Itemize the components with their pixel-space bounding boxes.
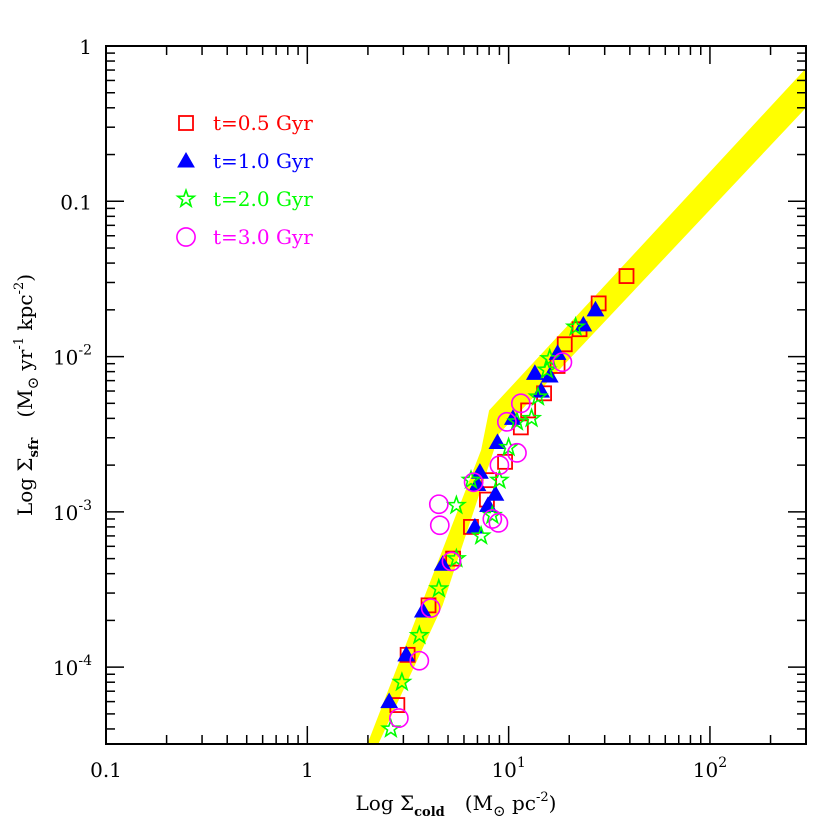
legend-marker-square [178, 115, 194, 131]
x-tick-label: 0.1 [90, 758, 122, 782]
data-point-star [460, 468, 482, 490]
x-tick-label: 101 [491, 755, 525, 782]
y-tick-label: 0.1 [60, 190, 92, 214]
data-point-square [399, 646, 416, 663]
series-4 [388, 352, 573, 728]
data-point-circle [429, 515, 450, 536]
data-point-star [391, 671, 413, 692]
data-point-circle [488, 512, 509, 533]
x-tick-label: 1 [301, 758, 314, 782]
data-point-star [520, 407, 543, 428]
data-point-square [520, 402, 537, 419]
data-point-square [618, 268, 635, 284]
legend-item: t=1.0 Gyr [177, 149, 313, 173]
data-point-circle [489, 455, 510, 476]
legend-item: t=0.5 Gyr [178, 111, 313, 135]
y-tick-label: 10-4 [53, 653, 92, 680]
data-point-star [428, 577, 450, 598]
data-point-circle [441, 551, 462, 572]
data-point-circle [388, 708, 409, 728]
data-point-star [445, 547, 468, 568]
data-point-star [445, 494, 468, 515]
legend-marker-triangle [177, 151, 195, 168]
data-point-square [497, 453, 513, 470]
plot-frame [105, 45, 807, 745]
data-point-circle [463, 472, 484, 493]
y-axis-label: Log Σsfr(M⊙ yr-1 kpc-2) [12, 274, 42, 516]
legend-label: t=0.5 Gyr [213, 111, 313, 135]
y-tick-label: 10-2 [53, 343, 92, 370]
data-point-star [408, 624, 430, 645]
y-tick-label: 10-3 [53, 498, 92, 525]
data-point-star [488, 468, 510, 490]
legend-marker-circle [176, 227, 196, 247]
x-tick-label: 102 [693, 755, 727, 782]
data-point-circle [420, 598, 441, 619]
data-point-square [556, 336, 573, 353]
tick-labels-layer: 0.1 1 101 102 1 0.1 10-2 10-3 10-4 [53, 35, 727, 782]
data-point-circle [507, 442, 527, 463]
data-point-circle [552, 352, 573, 373]
data-point-star [470, 524, 492, 545]
legend-item: t=2.0 Gyr [175, 187, 313, 211]
data-point-triangle [413, 601, 432, 618]
legend: t=0.5 Gyr t=1.0 Gyr t=2.0 Gyr t=3.0 Gyr [175, 111, 313, 249]
data-point-circle [482, 509, 503, 529]
data-point-triangle [486, 485, 505, 501]
x-axis-label: Log Σcold (M⊙ pc-2) [356, 790, 557, 820]
series-1 [389, 268, 635, 713]
legend-label: t=3.0 Gyr [213, 225, 313, 249]
data-point-triangle [586, 300, 605, 317]
data-point-circle [428, 494, 449, 515]
data-point-triangle [380, 692, 399, 709]
legend-marker-star [175, 187, 197, 209]
y-tick-label: 1 [79, 35, 92, 59]
data-point-triangle [525, 364, 544, 380]
data-point-star [527, 385, 549, 406]
data-point-circle [409, 650, 430, 671]
data-point-star [506, 410, 528, 431]
data-point-circle [496, 411, 517, 432]
data-point-star [564, 315, 587, 337]
relation-band [367, 68, 806, 744]
data-point-star [536, 358, 558, 379]
data-point-triangle [470, 463, 489, 479]
tick-marks-layer [105, 45, 807, 744]
confidence-band-layer [367, 68, 806, 744]
legend-label: t=1.0 Gyr [213, 149, 313, 173]
legend-label: t=2.0 Gyr [213, 187, 313, 211]
data-points-layer [380, 268, 635, 738]
legend-item: t=3.0 Gyr [176, 225, 313, 249]
data-point-star [380, 717, 402, 738]
data-point-circle [510, 393, 531, 414]
